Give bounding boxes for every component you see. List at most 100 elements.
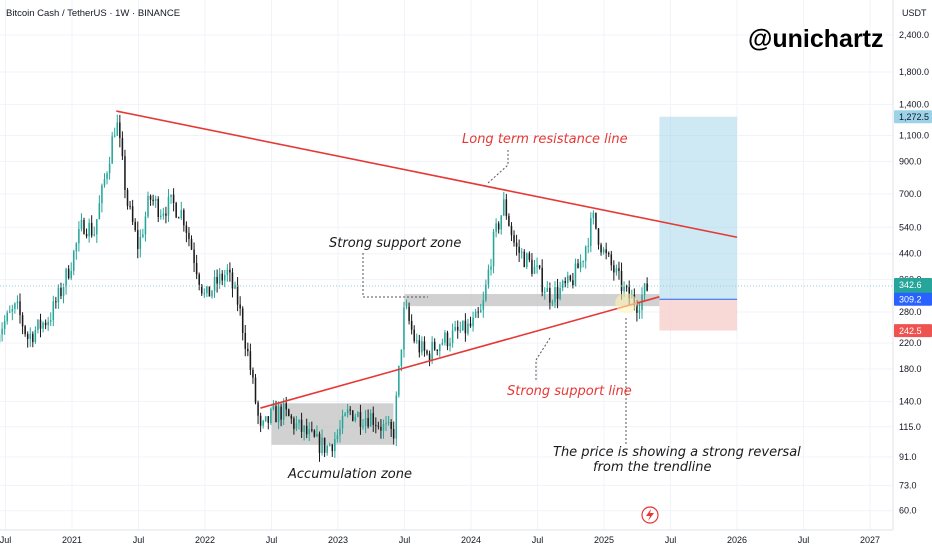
candle-body — [37, 319, 39, 331]
price-tag-label: 242.5 — [899, 326, 922, 336]
price-tag-bg — [894, 110, 932, 124]
price-axis-tick: 140.0 — [899, 396, 922, 406]
price-axis-tick: 1,100.0 — [899, 131, 929, 141]
candle-body — [579, 261, 582, 269]
candle-body — [185, 225, 188, 233]
candle-body — [126, 189, 129, 206]
candle-body — [11, 308, 14, 312]
candle-body — [16, 301, 19, 304]
candle-body — [72, 251, 75, 271]
candle-body — [316, 433, 318, 437]
candle-body — [139, 237, 142, 249]
candle-body — [142, 234, 144, 238]
candle-body — [341, 415, 344, 429]
arrow-support-zone — [362, 253, 428, 298]
candle-body — [165, 213, 167, 216]
candle-series — [0, 114, 648, 462]
candle-body — [203, 293, 206, 295]
price-axis[interactable]: 2,400.0 1,800.0 1,400.0 1,100.0 900.0 700.0 54… — [899, 30, 929, 516]
candle-body — [331, 444, 334, 452]
candle-body — [392, 428, 395, 439]
candle-body — [213, 276, 216, 291]
candle-body — [121, 138, 124, 157]
candle-body — [275, 406, 277, 423]
candle-body — [549, 288, 551, 303]
candle-body — [636, 305, 638, 313]
candle-body — [211, 290, 213, 297]
candle-body — [587, 245, 590, 247]
price-axis-tick: 440.0 — [899, 249, 922, 259]
candle-body — [375, 424, 377, 426]
candle-body — [541, 267, 543, 292]
candle-body — [52, 301, 55, 321]
candle-body — [628, 287, 630, 299]
candle-body — [101, 185, 103, 204]
candle-body — [456, 326, 459, 331]
candle-body — [439, 344, 441, 352]
candle-body — [218, 273, 221, 284]
candle-body — [3, 321, 6, 329]
candle-body — [78, 228, 80, 244]
time-axis-tick: 2021 — [62, 535, 82, 545]
candle-body — [57, 287, 60, 303]
candle-body — [236, 284, 239, 305]
candle-body — [362, 425, 364, 427]
candle-body — [490, 266, 492, 270]
candle-body — [285, 403, 287, 410]
symbol-title[interactable]: Bitcoin Cash / TetherUS · 1W · BINANCE — [6, 8, 180, 19]
candle-body — [14, 303, 16, 309]
candle-body — [47, 321, 49, 326]
arrow-resistance — [487, 150, 509, 184]
candle-body — [60, 287, 62, 296]
candle-body — [323, 437, 326, 453]
candle-body — [65, 268, 67, 288]
candle-body — [26, 334, 29, 339]
candle-body — [354, 416, 357, 421]
lightning-icon[interactable] — [641, 506, 659, 524]
candle-body — [108, 163, 111, 174]
candle-body — [423, 341, 426, 351]
candle-body — [462, 320, 464, 331]
price-tag-label: 309.2 — [899, 295, 922, 305]
candle-body — [34, 330, 37, 343]
candle-body — [305, 425, 308, 435]
candle-body — [395, 395, 398, 439]
candle-body — [160, 215, 162, 218]
candle-body — [272, 406, 275, 410]
time-axis-tick: Jul — [133, 535, 145, 545]
candle-body — [561, 280, 564, 289]
candle-body — [113, 135, 116, 137]
candle-body — [234, 284, 236, 289]
candle-body — [538, 265, 541, 268]
resistance-trendline[interactable] — [116, 110, 738, 239]
candle-body — [152, 199, 154, 201]
candle-body — [485, 284, 487, 301]
candle-body — [415, 340, 418, 342]
candle-body — [607, 253, 610, 255]
candle-body — [582, 260, 584, 262]
time-axis-tick: Jul — [266, 535, 278, 545]
candle-body — [167, 196, 170, 216]
candle-body — [359, 412, 362, 427]
candle-body — [357, 412, 359, 417]
candle-body — [646, 283, 648, 291]
chart-boxes — [271, 116, 737, 445]
candle-body — [24, 326, 26, 335]
time-axis[interactable]: Jul 2021 Jul 2022 Jul 2023 Jul 2024 Jul 2025 Jul 20… — [0, 535, 880, 545]
arrow-support-line — [535, 337, 551, 382]
candle-body — [546, 288, 549, 292]
candle-body — [592, 212, 595, 219]
candle-body — [244, 332, 247, 349]
candle-body — [474, 311, 477, 318]
candle-body — [367, 418, 369, 427]
candle-body — [144, 216, 147, 235]
annotation-accumulation-zone: Accumulation zone — [287, 467, 412, 482]
support-trendline[interactable] — [260, 296, 660, 409]
candle-body — [431, 341, 433, 361]
candle-body — [157, 198, 160, 218]
candle-body — [605, 249, 607, 254]
candle-body — [264, 416, 267, 421]
candle-body — [134, 221, 136, 231]
time-axis-tick: 2025 — [594, 535, 614, 545]
